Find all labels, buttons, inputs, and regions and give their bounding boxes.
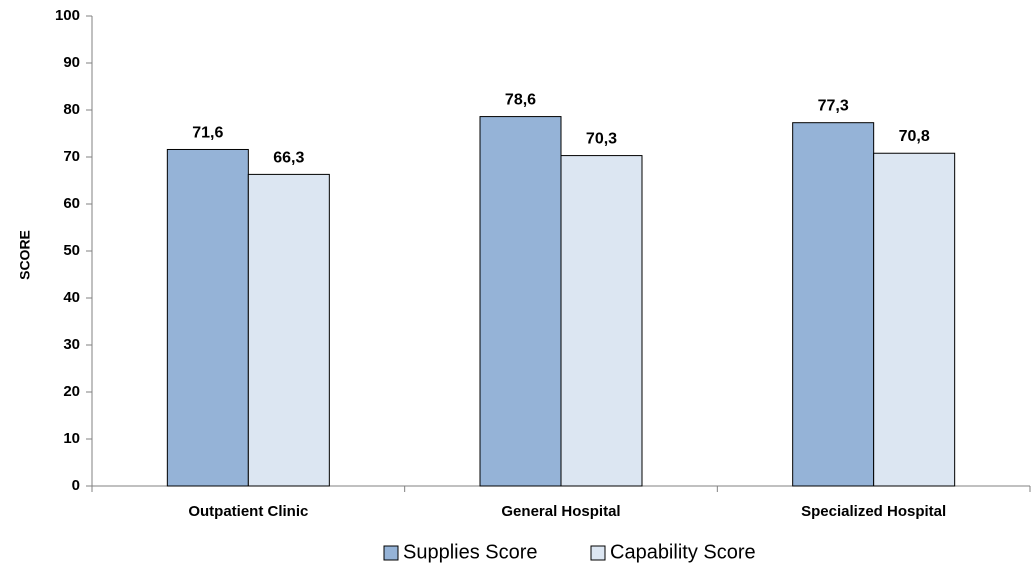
data-label: 77,3 [818,98,849,115]
y-tick-label: 0 [72,477,80,494]
data-label: 70,3 [586,131,617,148]
y-tick-label: 10 [63,430,80,447]
y-tick-label: 50 [63,242,80,259]
data-label: 66,3 [273,149,304,166]
data-label: 71,6 [192,124,223,141]
bar [247,173,330,487]
bar [166,148,249,487]
y-axis-title: SCORE [17,230,33,280]
data-label: 70,8 [899,128,930,145]
bar [873,152,956,487]
x-category-label: Specialized Hospital [801,503,946,520]
y-tick-label: 90 [63,54,80,71]
y-axis: 0 10 20 30 40 50 60 70 80 90 100 [55,7,93,494]
x-category-label: General Hospital [501,503,620,520]
bar [560,155,643,487]
legend-swatch [590,545,606,561]
legend-item: Capability Score [590,541,756,563]
legend: Supplies Score Capability Score [383,541,756,563]
y-tick-label: 80 [63,101,80,118]
bar [479,116,562,487]
y-tick-label: 20 [63,383,80,400]
legend-label: Capability Score [610,541,756,563]
y-tick-label: 60 [63,195,80,212]
legend-swatch [383,545,399,561]
legend-item: Supplies Score [383,541,538,563]
bars [166,116,956,487]
y-tick-label: 40 [63,289,80,306]
legend-label: Supplies Score [403,541,538,563]
x-axis: Outpatient Clinic General Hospital Special… [91,485,1031,520]
bar [792,122,875,487]
y-tick-label: 70 [63,148,80,165]
y-tick-label: 30 [63,336,80,353]
data-label: 78,6 [505,92,536,109]
data-labels: 71,6 66,3 78,6 70,3 77,3 70,8 [192,92,930,167]
y-tick-label: 100 [55,7,80,24]
x-category-label: Outpatient Clinic [188,503,308,520]
